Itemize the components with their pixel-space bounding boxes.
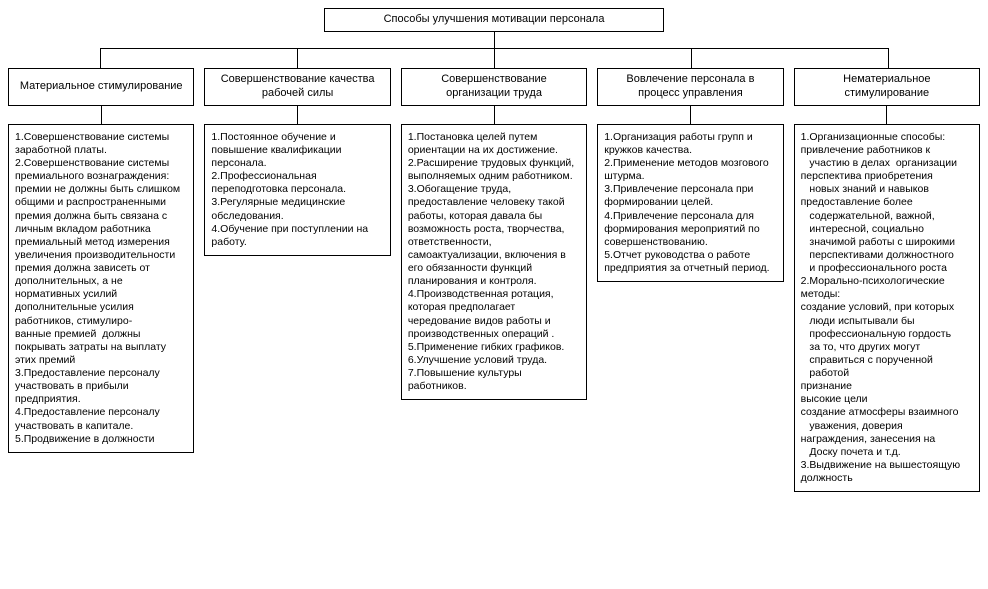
column-1-title: Совершенствование качества рабочей силы — [211, 73, 383, 101]
column-0-connector — [8, 106, 194, 124]
column-4-body: 1.Организационные способы: привлечение р… — [794, 124, 980, 492]
column-2-title-box: Совершенствование организации труда — [401, 68, 587, 106]
connector-area — [8, 32, 980, 68]
column-0-body: 1.Совершенствование системы заработной п… — [8, 124, 194, 453]
column-3-title-box: Вовлечение персонала в процесс управлени… — [597, 68, 783, 106]
column-2: Совершенствование организации труда 1.По… — [401, 68, 587, 492]
column-2-title: Совершенствование организации труда — [408, 73, 580, 101]
column-1-title-box: Совершенствование качества рабочей силы — [204, 68, 390, 106]
column-4-title: Нематериальное стимулирование — [801, 73, 973, 101]
column-1-body: 1.Постоянное обучение и повышение квалиф… — [204, 124, 390, 256]
column-4-connector — [794, 106, 980, 124]
column-1-connector — [204, 106, 390, 124]
column-3-connector — [597, 106, 783, 124]
column-0-title: Материальное стимулирование — [20, 80, 183, 94]
column-2-body: 1.Постановка целей путем ориентации на и… — [401, 124, 587, 401]
column-0: Материальное стимулирование 1.Совершенст… — [8, 68, 194, 492]
column-4-title-box: Нематериальное стимулирование — [794, 68, 980, 106]
column-3-body: 1.Организация работы групп и кружков кач… — [597, 124, 783, 282]
column-4: Нематериальное стимулирование 1.Организа… — [794, 68, 980, 492]
column-0-title-box: Материальное стимулирование — [8, 68, 194, 106]
root-title: Способы улучшения мотивации персонала — [384, 13, 605, 25]
column-3: Вовлечение персонала в процесс управлени… — [597, 68, 783, 492]
column-3-title: Вовлечение персонала в процесс управлени… — [604, 73, 776, 101]
columns-row: Материальное стимулирование 1.Совершенст… — [8, 68, 980, 492]
root-title-box: Способы улучшения мотивации персонала — [324, 8, 664, 32]
column-1: Совершенствование качества рабочей силы … — [204, 68, 390, 492]
column-2-connector — [401, 106, 587, 124]
